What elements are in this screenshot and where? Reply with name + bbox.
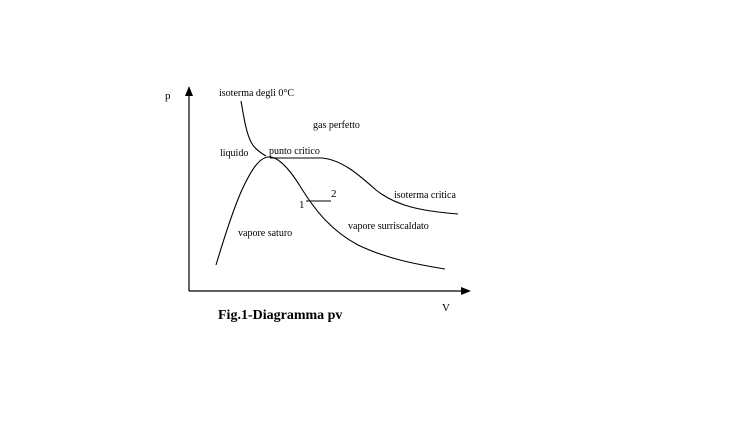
figure-caption: Fig.1-Diagramma pv: [218, 308, 342, 323]
curves: [215, 100, 459, 270]
isotherm-0c-curve: [240, 100, 267, 157]
axes: [185, 86, 471, 295]
point-2-label: 2: [331, 188, 337, 200]
saturation-dome-curve: [215, 156, 446, 270]
liquid-label: liquido: [220, 148, 248, 159]
ideal-gas-label: gas perfetto: [313, 120, 360, 131]
y-axis-label: p: [165, 90, 171, 102]
superheated-vapor-label: vapore surriscaldato: [348, 221, 429, 232]
y-axis-arrowhead: [185, 86, 193, 96]
point-1-label: 1: [299, 199, 305, 211]
critical-isotherm-label: isoterma critica: [394, 190, 456, 201]
saturated-vapor-label: vapore saturo: [238, 228, 292, 239]
critical-point-label: punto critico: [269, 146, 320, 157]
critical-isotherm-curve: [270, 157, 459, 215]
x-axis-arrowhead: [461, 287, 471, 295]
x-axis-label: V: [442, 302, 450, 314]
isotherm-0c-label: isoterma degli 0°C: [219, 88, 294, 99]
